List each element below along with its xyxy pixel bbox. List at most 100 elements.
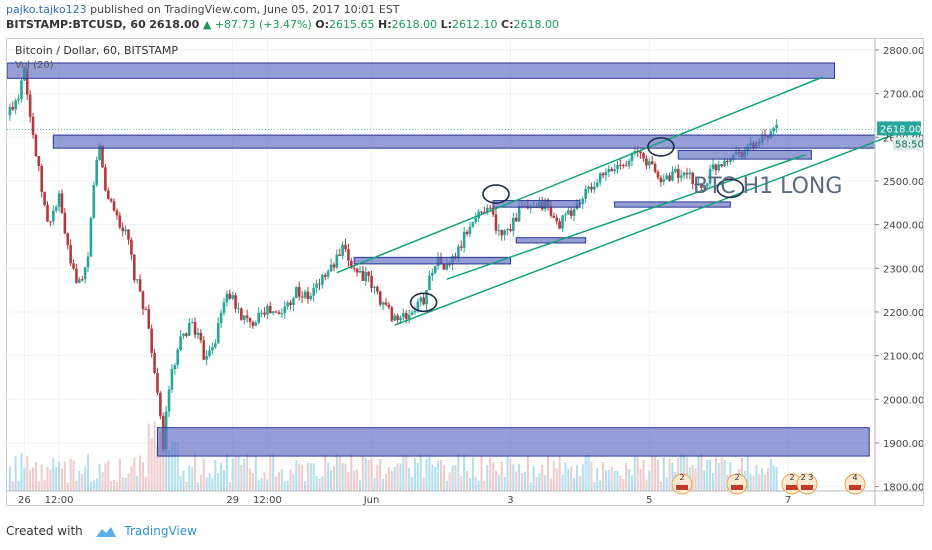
candle-body-62: [187, 323, 191, 336]
candle-body-40: [124, 229, 127, 232]
zone-0: [7, 62, 835, 79]
tradingview-brand[interactable]: TradingView: [124, 524, 197, 538]
candle-body-79: [237, 308, 240, 310]
candle-body-139: [410, 312, 414, 315]
volume-bar-42: [130, 465, 133, 491]
volume-bar-39: [121, 477, 124, 491]
volume-bar-24: [78, 470, 81, 491]
candle-body-9: [34, 134, 38, 157]
candle-body-71: [214, 343, 217, 348]
volume-bar-243: [711, 473, 714, 491]
volume-bar-10: [37, 481, 40, 491]
event-badge-label-4: 4: [852, 473, 857, 482]
zone-6: [614, 201, 731, 208]
volume-bar-136: [402, 454, 405, 491]
volume-bar-89: [266, 479, 269, 491]
volume-bar-259: [758, 473, 761, 491]
volume-bar-53: [162, 447, 165, 491]
volume-bar-59: [179, 476, 182, 491]
volume-bar-177: [521, 472, 524, 491]
candle-body-59: [179, 336, 182, 350]
candle-body-101: [300, 296, 304, 298]
volume-bar-103: [306, 462, 309, 491]
candle-body-70: [211, 347, 214, 351]
zone-4: [492, 200, 581, 208]
candle-body-156: [459, 246, 463, 248]
candle-body-126: [373, 286, 376, 288]
candle-body-227: [665, 175, 668, 180]
volume-bar-182: [535, 476, 538, 491]
candle-body-27: [86, 256, 90, 268]
price-chart[interactable]: 1800.00 1900.00 2000.00 2100.00 2200.00 2300.…: [7, 39, 923, 505]
volume-bar-90: [269, 454, 272, 491]
volume-bar-172: [506, 455, 509, 491]
candle-body-49: [150, 328, 153, 353]
volume-bar-0: [8, 466, 11, 491]
volume-bar-5: [23, 467, 26, 491]
volume-bar-32: [101, 472, 104, 491]
candle-body-145: [428, 275, 431, 291]
volume-bar-206: [604, 470, 607, 491]
volume-bar-144: [425, 459, 428, 491]
last-price: 2618.00: [149, 18, 200, 31]
volume-bar-166: [489, 457, 492, 491]
close-value: 2618.00: [513, 18, 560, 31]
volume-bar-244: [714, 457, 717, 491]
author-link[interactable]: pajko.tajko123: [6, 3, 87, 16]
volume-bar-67: [202, 458, 205, 491]
candle-body-171: [503, 230, 506, 236]
candle-body-3: [17, 98, 20, 101]
volume-bar-228: [668, 459, 671, 491]
symbol-label: BITSTAMP:BTCUSD, 60: [6, 18, 146, 31]
candle-body-218: [639, 151, 642, 154]
high-label: H:: [378, 18, 392, 31]
candle-body-193: [567, 210, 570, 215]
y-tick-label-7: 2500.00: [883, 177, 923, 188]
candle-body-34: [106, 190, 110, 200]
volume-bar-211: [619, 475, 622, 491]
candle-body-203: [595, 182, 599, 187]
candle-body-173: [509, 229, 512, 231]
volume-bar-1: [11, 481, 14, 491]
candle-body-159: [468, 226, 472, 234]
candle-body-43: [133, 254, 136, 281]
candle-body-244: [714, 164, 718, 171]
volume-bar-13: [46, 466, 49, 491]
volume-bar-146: [431, 464, 434, 491]
volume-bar-236: [691, 464, 694, 491]
candle-body-212: [621, 164, 625, 166]
candle-body-121: [358, 270, 362, 273]
volume-bar-219: [642, 459, 645, 491]
volume-bar-96: [286, 480, 289, 491]
volume-bar-41: [127, 473, 130, 491]
candle-body-45: [138, 279, 142, 292]
volume-bar-7: [29, 470, 32, 491]
candle-body-37: [115, 210, 119, 216]
volume-bar-114: [338, 455, 341, 491]
volume-bar-64: [194, 452, 197, 491]
candle-body-160: [471, 222, 475, 227]
volume-bar-143: [422, 477, 425, 491]
volume-bar-222: [651, 455, 654, 491]
annotation-text: BTC H1 LONG: [693, 174, 842, 199]
candle-body-35: [109, 199, 113, 202]
volume-bar-132: [390, 470, 393, 491]
candle-body-86: [257, 312, 261, 323]
zone-7: [677, 149, 812, 160]
candle-body-119: [352, 267, 356, 269]
candle-body-198: [581, 198, 585, 204]
volume-bar-238: [697, 456, 700, 491]
volume-bar-195: [573, 477, 576, 491]
event-badge-label-1: 2: [734, 473, 739, 482]
candle-body-129: [381, 302, 385, 305]
candle-body-97: [289, 302, 292, 305]
candle-body-109: [323, 274, 327, 277]
chart-frame[interactable]: 1800.00 1900.00 2000.00 2100.00 2200.00 2300.…: [6, 38, 924, 506]
volume-bar-139: [411, 477, 414, 491]
candle-body-104: [309, 295, 313, 299]
candle-body-161: [474, 218, 478, 223]
candle-body-144: [425, 290, 428, 305]
candle-body-243: [711, 164, 715, 169]
candle-body-16: [54, 206, 58, 211]
volume-bar-265: [775, 467, 778, 491]
